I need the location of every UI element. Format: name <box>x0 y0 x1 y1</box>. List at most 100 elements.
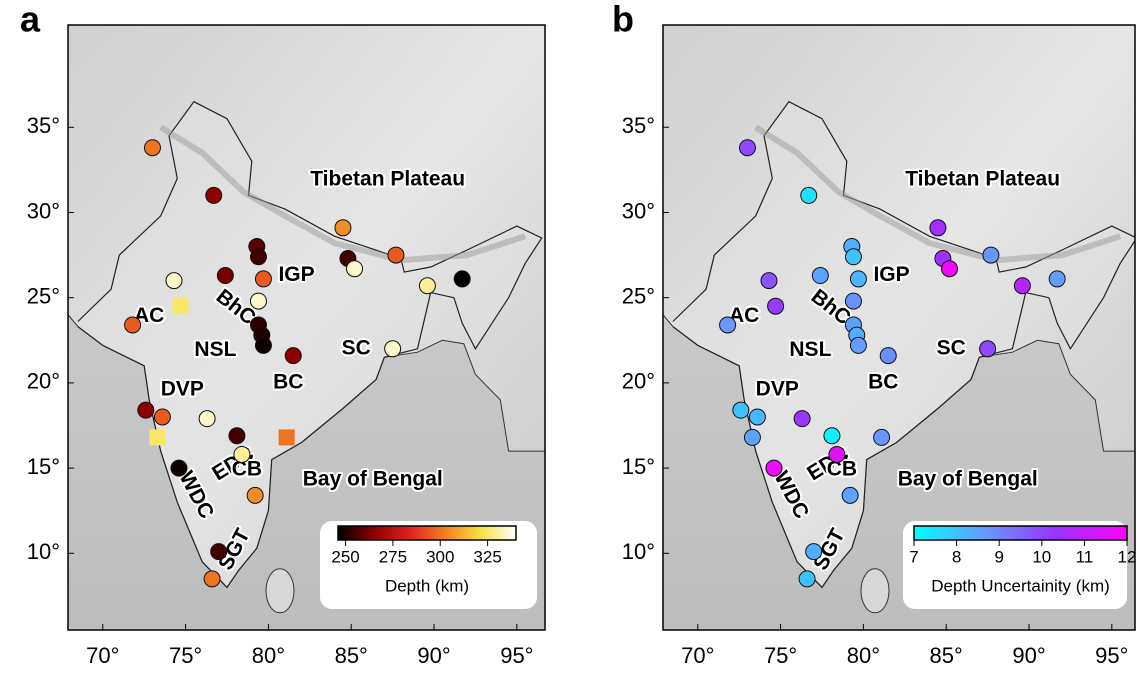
event-marker <box>217 268 233 284</box>
x-tick-label: 85° <box>930 643 963 668</box>
event-marker <box>211 544 227 560</box>
event-marker <box>850 337 866 353</box>
x-tick-label: 70° <box>86 643 119 668</box>
region-label: DVP <box>756 377 799 400</box>
event-marker <box>454 271 470 287</box>
event-marker <box>125 317 141 333</box>
y-tick-label: 10° <box>622 539 655 564</box>
event-marker <box>983 247 999 263</box>
colorbar-tick-label: 9 <box>994 547 1003 566</box>
y-tick-label: 35° <box>622 113 655 138</box>
y-tick-label: 30° <box>27 198 60 223</box>
event-marker <box>1049 271 1065 287</box>
colorbar-tick-label: 7 <box>909 547 918 566</box>
event-marker <box>829 446 845 462</box>
colorbar-tick-label: 275 <box>379 547 407 566</box>
event-marker <box>739 140 755 156</box>
y-tick-label: 25° <box>27 283 60 308</box>
event-marker <box>206 187 222 203</box>
x-tick-label: 80° <box>847 643 880 668</box>
colorbar <box>914 526 1127 540</box>
panel-label: a <box>20 0 41 40</box>
y-tick-label: 35° <box>27 113 60 138</box>
event-marker <box>234 446 250 462</box>
event-marker <box>255 271 271 287</box>
colorbar-tick-label: 10 <box>1032 547 1051 566</box>
event-marker <box>874 429 890 445</box>
event-marker <box>806 544 822 560</box>
x-tick-label: 95° <box>500 643 533 668</box>
region-label: DVP <box>161 377 204 400</box>
event-marker <box>204 571 220 587</box>
region-label: NSL <box>194 338 236 361</box>
colorbar-tick-label: 12 <box>1118 547 1137 566</box>
event-marker <box>942 261 958 277</box>
panel-label: b <box>612 0 634 40</box>
x-tick-label: 90° <box>1012 643 1045 668</box>
y-tick-label: 25° <box>622 283 655 308</box>
event-marker <box>149 429 165 445</box>
event-marker <box>744 429 760 445</box>
colorbar <box>338 526 516 540</box>
event-marker <box>250 293 266 309</box>
region-label: SC <box>937 336 966 359</box>
event-marker <box>199 411 215 427</box>
event-marker <box>845 249 861 265</box>
event-marker <box>385 341 401 357</box>
figure: a 70° 75° 80° 85° 90° 95° 10° 15° 20° 25° 30° 35° Tib… <box>0 0 1137 674</box>
event-marker <box>388 247 404 263</box>
region-label: Bay of Bengal <box>898 468 1038 491</box>
event-marker <box>980 341 996 357</box>
event-marker <box>138 402 154 418</box>
region-label: Bay of Bengal <box>303 468 443 491</box>
event-marker <box>880 348 896 364</box>
event-marker <box>285 348 301 364</box>
event-marker <box>335 220 351 236</box>
colorbar-tick-label: 8 <box>952 547 961 566</box>
region-label: Tibetan Plateau <box>905 168 1060 191</box>
y-tick-label: 30° <box>622 198 655 223</box>
event-marker <box>166 273 182 289</box>
y-tick-label: 15° <box>27 454 60 479</box>
event-marker <box>1014 278 1030 294</box>
event-marker <box>250 249 266 265</box>
event-marker <box>850 271 866 287</box>
event-marker <box>794 411 810 427</box>
event-marker <box>733 402 749 418</box>
event-marker <box>255 337 271 353</box>
sri-lanka <box>266 569 294 613</box>
x-tick-label: 70° <box>681 643 714 668</box>
colorbar-tick-label: 325 <box>473 547 501 566</box>
event-marker <box>768 298 784 314</box>
x-tick-label: 95° <box>1095 643 1128 668</box>
event-marker <box>419 278 435 294</box>
region-label: NSL <box>789 338 831 361</box>
y-tick-label: 20° <box>27 369 60 394</box>
event-marker <box>279 429 295 445</box>
event-marker <box>229 428 245 444</box>
event-marker <box>812 268 828 284</box>
colorbar-title: Depth Uncertainity (km) <box>931 576 1110 595</box>
event-marker <box>347 261 363 277</box>
x-tick-label: 75° <box>169 643 202 668</box>
sri-lanka <box>861 569 889 613</box>
y-tick-label: 15° <box>622 454 655 479</box>
region-label: IGP <box>873 263 909 286</box>
event-marker <box>749 409 765 425</box>
event-marker <box>842 487 858 503</box>
y-tick-label: 20° <box>622 369 655 394</box>
colorbar-tick-label: 300 <box>426 547 454 566</box>
x-tick-label: 85° <box>335 643 368 668</box>
colorbar-title: Depth (km) <box>385 576 469 595</box>
event-marker <box>766 460 782 476</box>
x-tick-label: 80° <box>252 643 285 668</box>
region-label: BC <box>273 370 303 393</box>
event-marker <box>799 571 815 587</box>
colorbar-tick-label: 11 <box>1076 547 1094 566</box>
event-marker <box>824 428 840 444</box>
x-tick-label: 90° <box>417 643 450 668</box>
event-marker <box>761 273 777 289</box>
event-marker <box>173 298 189 314</box>
event-marker <box>247 487 263 503</box>
region-label: SC <box>342 336 371 359</box>
